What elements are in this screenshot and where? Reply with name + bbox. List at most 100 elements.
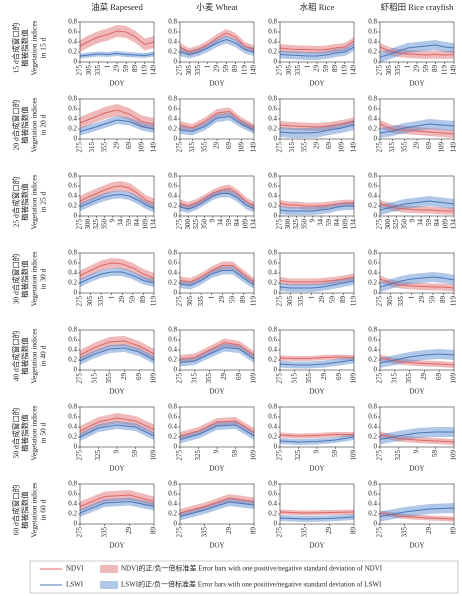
error-band	[180, 112, 254, 136]
x-tick-label: 34	[117, 219, 125, 227]
row-label: 60 d合成窗口的	[11, 485, 21, 536]
x-tick-label: 29	[313, 142, 321, 150]
x-tick-label: 119	[250, 296, 258, 307]
x-tick-label: 315	[190, 373, 198, 384]
y-tick-label: 0.4	[168, 192, 177, 200]
y-tick-label: 0.6	[168, 28, 177, 36]
series-line	[179, 341, 255, 360]
y-tick-label: 0.4	[368, 269, 377, 277]
series-line	[79, 494, 155, 507]
x-tick-label: 300	[84, 219, 92, 230]
x-tick-label: 59	[222, 65, 230, 73]
x-tick-label: 315	[390, 373, 398, 384]
x-tick-label: 119	[350, 296, 358, 307]
x-tick-label: 1	[107, 296, 115, 300]
x-tick-label: 84	[433, 219, 441, 227]
y-tick-label: 0.8	[68, 403, 77, 411]
error-band	[180, 184, 254, 210]
series-line	[179, 193, 255, 210]
x-tick-label: 1	[307, 296, 315, 300]
y-tick-label: 0.8	[168, 480, 177, 488]
x-tick-label: 335	[194, 65, 202, 76]
y-tick-label: 0.2	[168, 125, 177, 133]
row-label: in 50 d	[39, 422, 48, 443]
y-tick-label: 0.4	[68, 38, 77, 46]
x-tick-label: 59	[422, 65, 430, 73]
y-tick-label: 0.2	[368, 510, 377, 518]
y-tick-label: 0	[74, 135, 78, 143]
x-tick-label: 59	[125, 219, 133, 227]
row-label: 40 d合成窗口的	[11, 331, 21, 382]
x-tick-label: 9	[213, 450, 221, 454]
x-tick-label: 355	[100, 142, 108, 153]
y-tick-label: 0.2	[368, 433, 377, 441]
x-tick-label: 109	[441, 219, 449, 230]
plot-frame	[79, 175, 155, 217]
row-label: 植被指数值	[20, 414, 30, 452]
x-axis-label: DOY	[209, 465, 224, 473]
error-band	[80, 268, 154, 287]
y-tick-label: 0.6	[268, 336, 277, 344]
x-tick-label: 275	[376, 527, 384, 538]
x-tick-label: 275	[376, 65, 384, 76]
series-line	[279, 434, 354, 437]
x-tick-label: 9	[108, 219, 116, 223]
x-tick-label: 275	[276, 65, 284, 76]
y-tick-label: 0	[274, 366, 278, 374]
y-tick-label: 0.8	[168, 172, 177, 180]
x-tick-label: 1	[407, 296, 415, 300]
x-tick-label: 109	[237, 142, 245, 153]
row-label: Vegetation indices	[30, 174, 39, 229]
y-tick-label: 0.8	[368, 249, 377, 257]
x-tick-label: 350	[400, 219, 408, 230]
y-tick-label: 0.6	[68, 413, 77, 421]
y-tick-label: 0.4	[368, 346, 377, 354]
x-tick-label: 275	[376, 296, 384, 307]
x-tick-label: 149	[150, 142, 158, 153]
x-tick-label: 59	[431, 450, 439, 458]
row-label: 20 d合成窗口的	[11, 100, 21, 151]
x-tick-label: 89	[331, 65, 339, 73]
y-tick-label: 0	[174, 58, 178, 66]
series-line	[379, 123, 455, 134]
x-tick-label: 29	[313, 65, 321, 73]
y-tick-label: 0.6	[368, 490, 377, 498]
y-tick-label: 0.2	[268, 202, 277, 210]
series-line	[379, 123, 455, 135]
x-tick-label: 109	[341, 219, 349, 230]
series-line	[79, 193, 155, 209]
row-label: in 25 d	[39, 191, 48, 212]
row-label: in 30 d	[39, 268, 48, 289]
y-tick-label: 0.6	[268, 105, 277, 113]
y-tick-label: 0.4	[268, 115, 277, 123]
column-title: 水稻 Rice	[300, 2, 335, 12]
y-tick-label: 0	[374, 289, 378, 297]
x-tick-label: 69	[435, 373, 443, 381]
x-tick-label: 275	[176, 65, 184, 76]
y-tick-label: 0.4	[368, 115, 377, 123]
y-tick-label: 0	[174, 212, 178, 220]
y-tick-label: 0.4	[368, 500, 377, 508]
y-tick-label: 0.2	[368, 202, 377, 210]
x-tick-label: 305	[185, 65, 193, 76]
y-tick-label: 0	[74, 58, 78, 66]
x-tick-label: 109	[437, 142, 445, 153]
series-line	[79, 185, 155, 204]
row-label: 50 d合成窗口的	[11, 408, 21, 459]
x-tick-label: 59	[122, 65, 130, 73]
x-tick-label: 109	[350, 373, 358, 384]
y-tick-label: 0	[174, 135, 178, 143]
plot-frame	[279, 252, 355, 294]
x-tick-label: 59	[428, 296, 436, 304]
x-tick-label: 119	[450, 296, 458, 307]
x-tick-label: 315	[290, 373, 298, 384]
y-tick-label: 0.4	[268, 38, 277, 46]
x-tick-label: 109	[337, 142, 345, 153]
plot-frame	[179, 483, 255, 525]
row-label: in 40 d	[39, 345, 48, 366]
x-axis-label: DOY	[209, 388, 224, 396]
y-tick-label: 0.6	[268, 490, 277, 498]
error-band	[80, 490, 154, 512]
x-tick-label: 275	[176, 142, 184, 153]
x-tick-label: 59	[325, 219, 333, 227]
